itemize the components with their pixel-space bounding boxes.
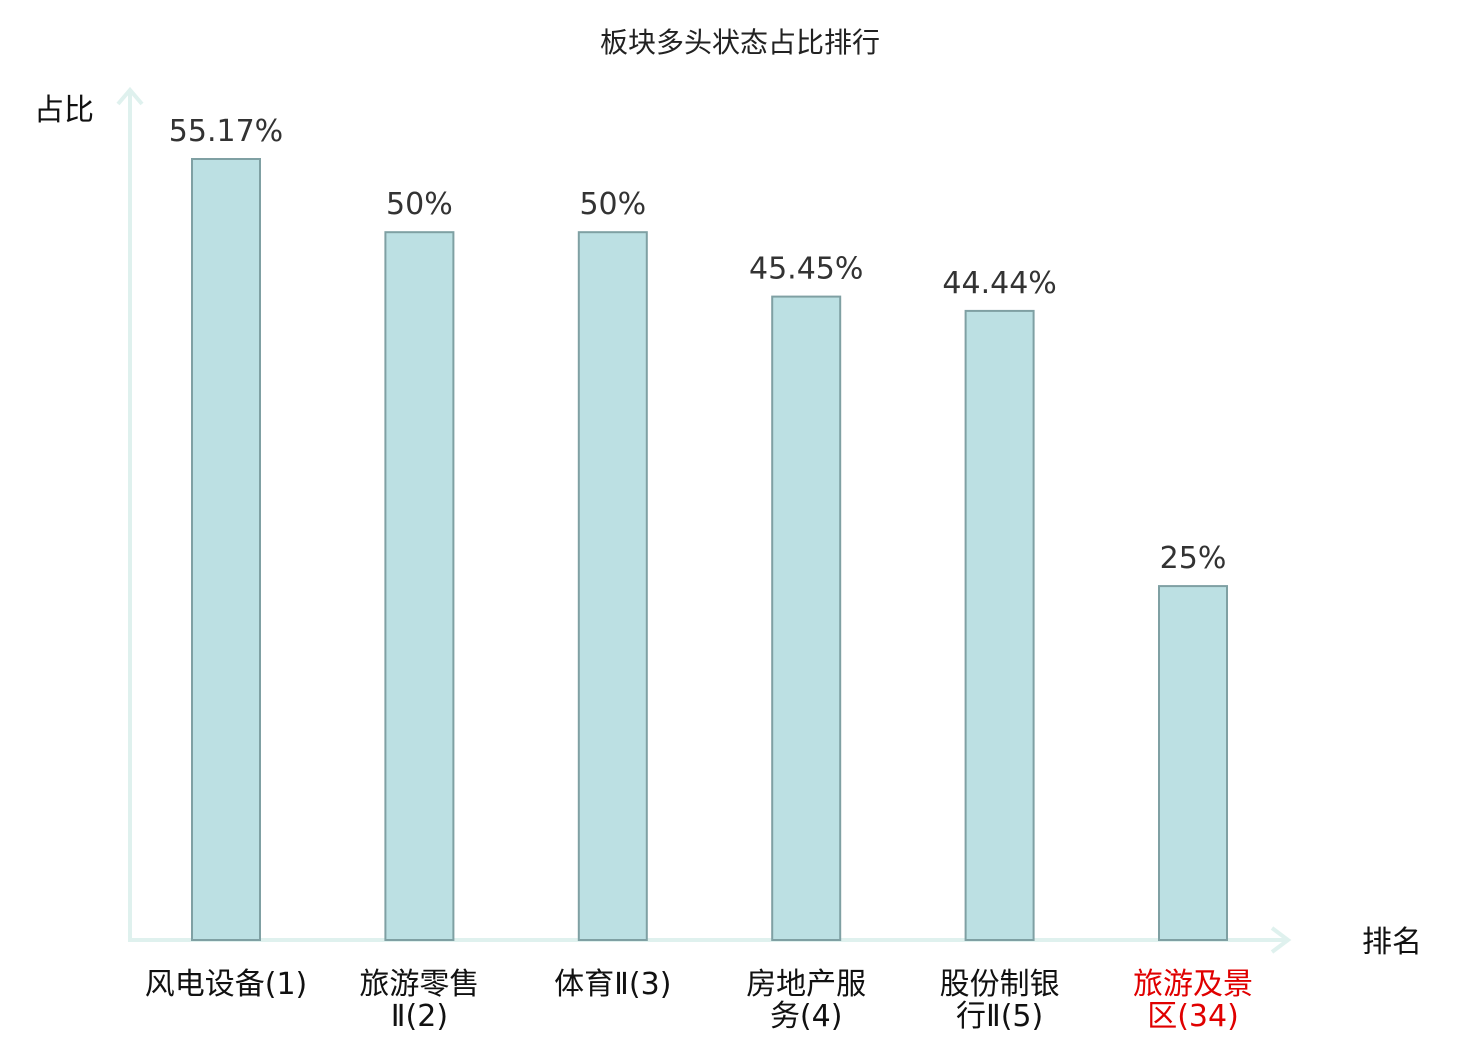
value-label-3: 50%: [579, 187, 646, 222]
category-label-3-line-1: 体育Ⅱ(3): [554, 967, 671, 1002]
bar-4: [771, 295, 842, 941]
value-label-4: 45.45%: [749, 252, 863, 287]
category-label-6-line-1: 旅游及景: [1133, 967, 1253, 1002]
value-label-6: 25%: [1160, 541, 1227, 576]
y-axis-label: 占比: [34, 93, 94, 128]
value-labels: 55.17% 50% 50% 45.45% 44.44% 25%: [169, 114, 1227, 576]
category-label-2-line-1: 旅游零售: [359, 967, 479, 1002]
x-axis: [128, 926, 1292, 954]
y-axis: [116, 86, 144, 940]
chart-title: 板块多头状态占比排行: [600, 26, 880, 59]
category-label-4-line-1: 房地产服: [746, 967, 866, 1002]
value-label-1: 55.17%: [169, 114, 283, 149]
category-label-5-line-1: 股份制银: [940, 967, 1060, 1002]
category-label-5-line-2: 行Ⅱ(5): [956, 999, 1043, 1034]
x-axis-label: 排名: [1362, 925, 1422, 960]
category-label-6-line-2: 区(34): [1147, 999, 1239, 1034]
value-label-5: 44.44%: [942, 266, 1056, 301]
bar-1: [191, 158, 261, 941]
bar-6: [1158, 585, 1228, 941]
bar-2: [384, 231, 455, 941]
category-label-1-line-1: 风电设备(1): [145, 967, 308, 1002]
value-label-2: 50%: [386, 187, 453, 222]
bar-5: [964, 309, 1035, 942]
category-label-2-line-2: Ⅱ(2): [391, 999, 448, 1034]
category-label-4-line-2: 务(4): [770, 999, 843, 1034]
bars: [191, 158, 1228, 942]
bar-3: [577, 231, 648, 941]
